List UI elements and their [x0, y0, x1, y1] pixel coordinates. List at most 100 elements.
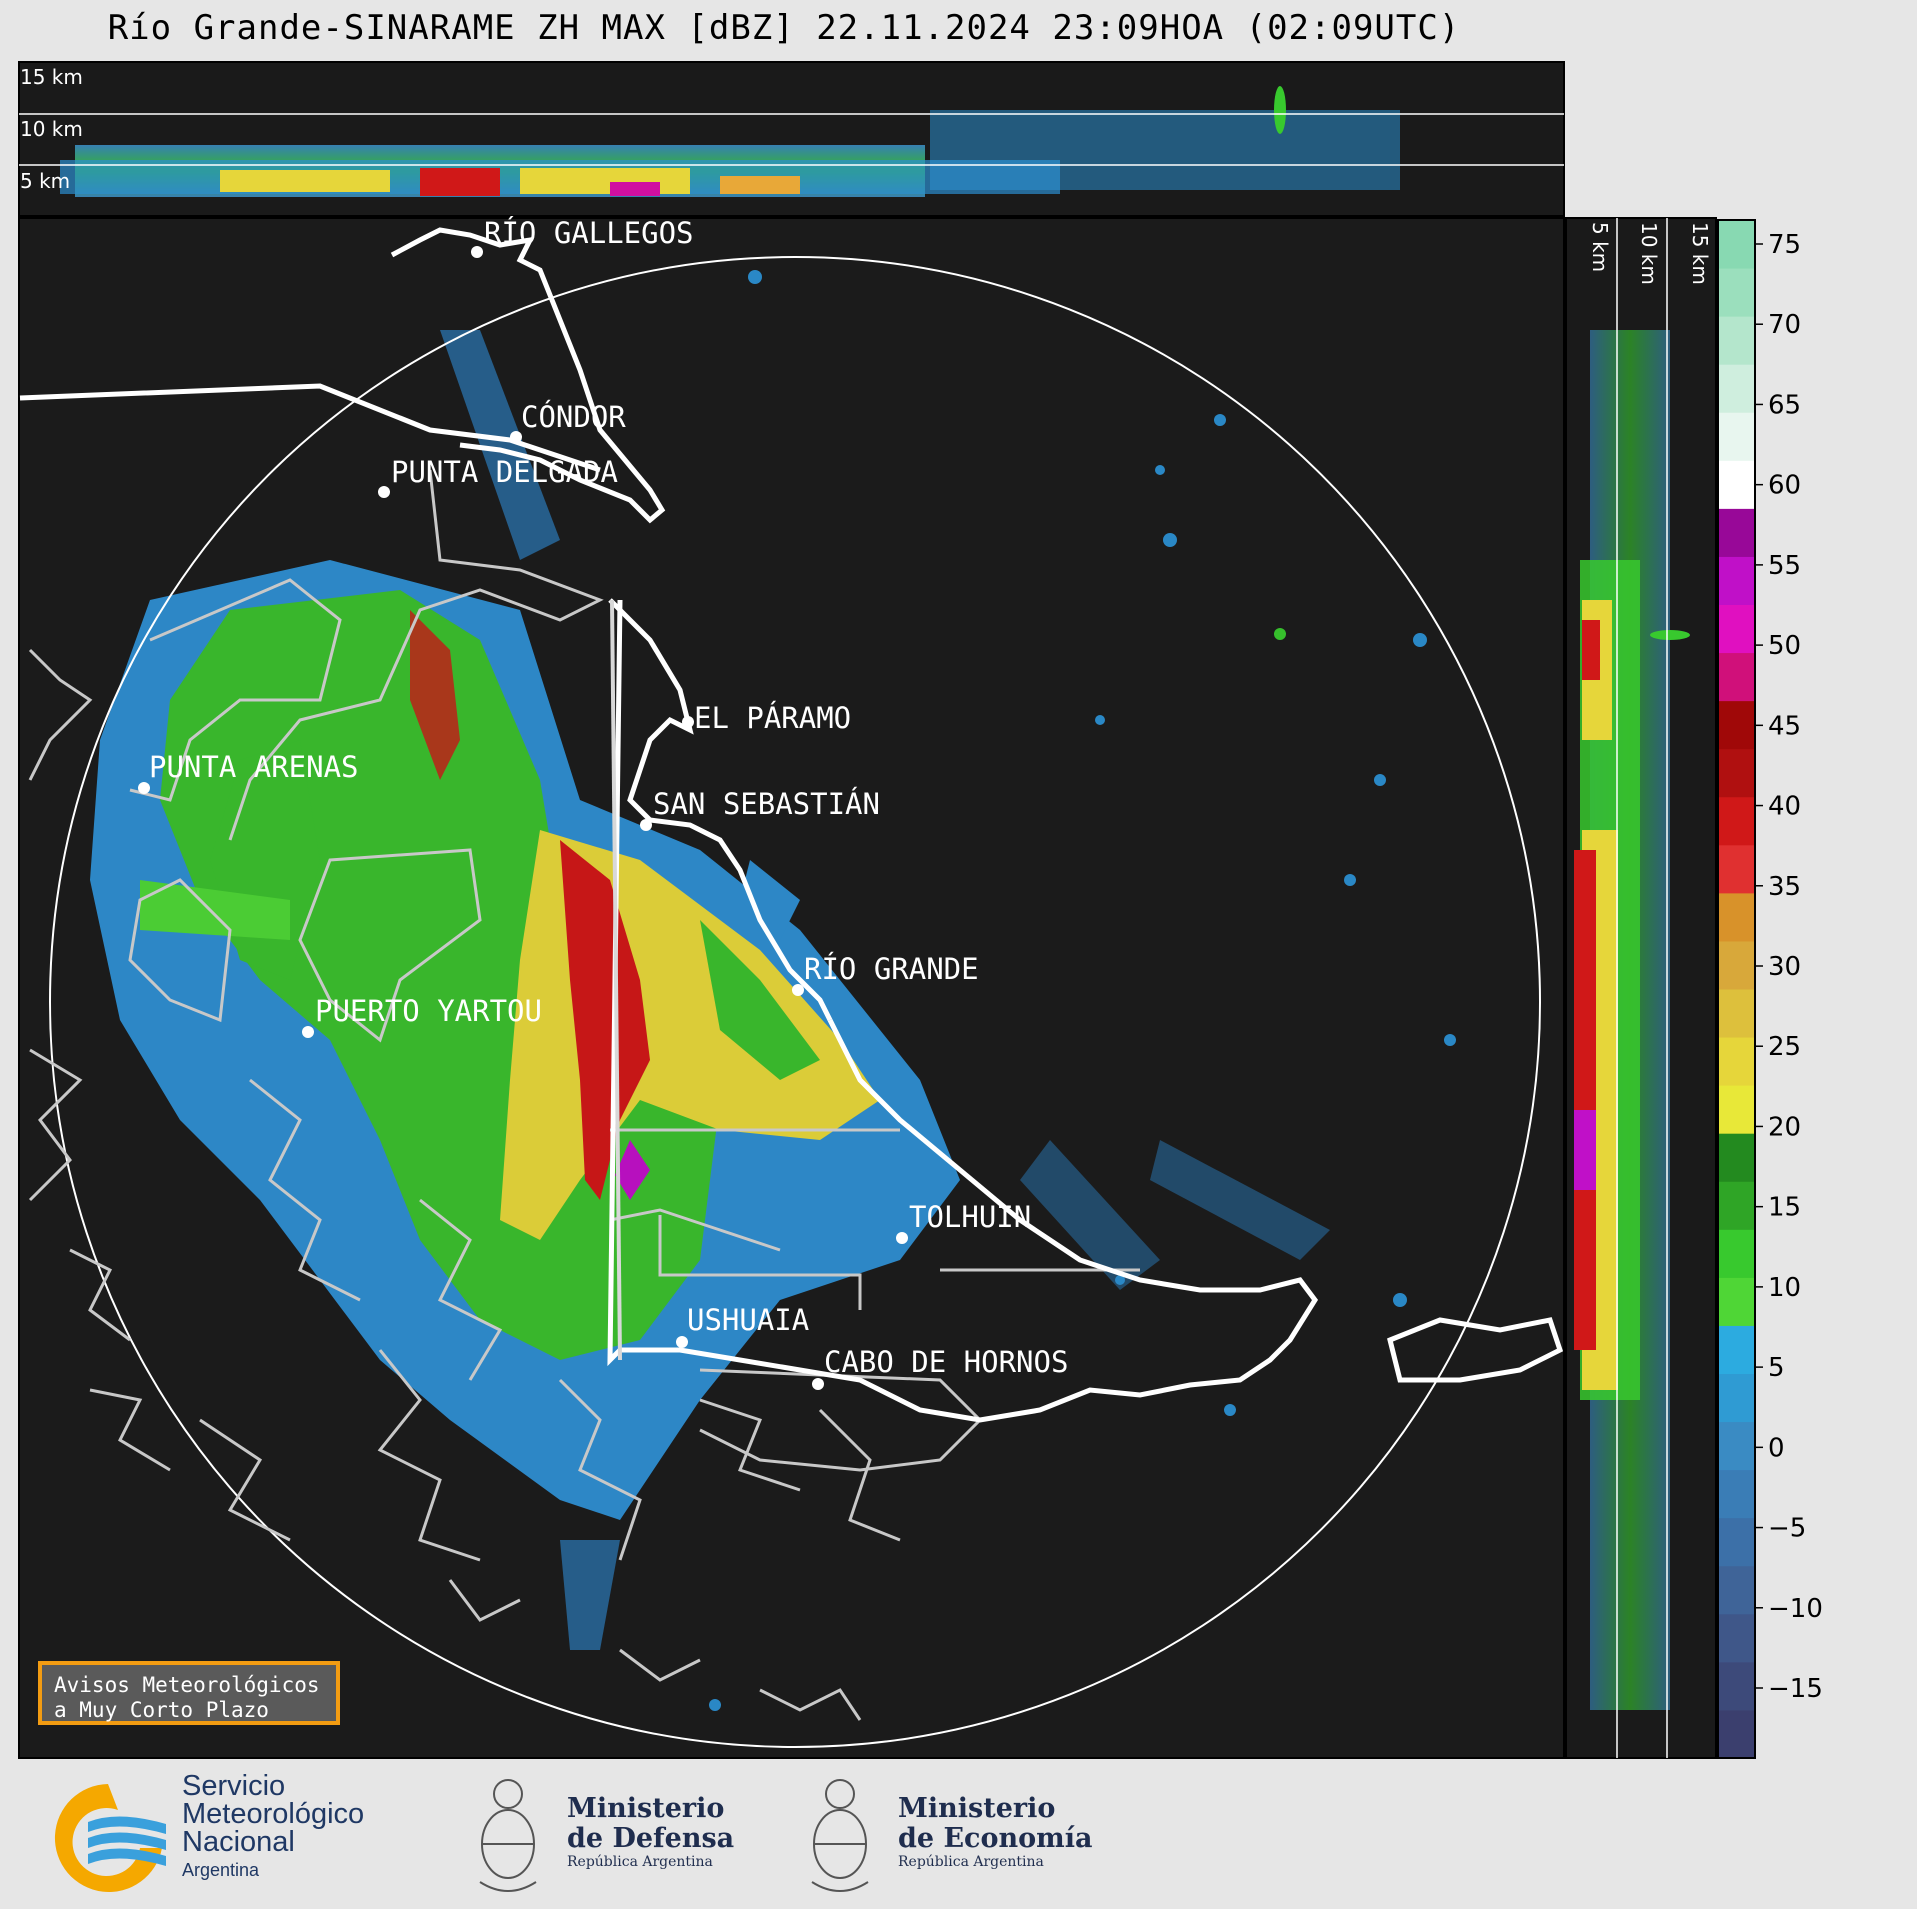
colorbar-tick-label: 50: [1768, 631, 1801, 661]
city-label: RÍO GALLEGOS: [484, 216, 694, 250]
colorbar-cell: [1718, 748, 1755, 798]
colorbar-tick-label: 65: [1768, 390, 1801, 420]
city-label: CÓNDOR: [521, 400, 626, 434]
city-label: CABO DE HORNOS: [824, 1345, 1068, 1379]
colorbar-cell: [1718, 508, 1755, 557]
city-label: USHUAIA: [687, 1303, 809, 1337]
main-map: RÍO GALLEGOS CÓNDOR PUNTA DELGADA PUNTA …: [18, 216, 1565, 1759]
colorbar-cell: [1718, 1085, 1755, 1134]
city-dot: [896, 1232, 908, 1244]
smn-logo-icon: [54, 1784, 166, 1892]
colorbar-tick-label: 25: [1768, 1032, 1801, 1062]
right-cross-section: 5 km 10 km 15 km: [1565, 217, 1717, 1759]
smn-logo-text: Servicio Meteorológico Nacional Argentin…: [182, 1772, 364, 1884]
city-labels: RÍO GALLEGOS CÓNDOR PUNTA DELGADA PUNTA …: [149, 216, 1068, 1379]
city-label: SAN SEBASTIÁN: [653, 787, 880, 821]
colorbar-cells: [1718, 220, 1755, 1759]
city-dot: [138, 782, 150, 794]
city-label: RÍO GRANDE: [804, 952, 979, 986]
colorbar-cell: [1718, 892, 1755, 942]
city-dot: [378, 486, 390, 498]
colorbar-cell: [1718, 316, 1755, 365]
colorbar-cell: [1718, 556, 1755, 605]
radar-figure: 15 km 10 km 5 km: [18, 61, 1823, 1759]
colorbar-cell: [1718, 989, 1755, 1038]
colorbar-cell: [1718, 1181, 1755, 1230]
city-markers: [138, 246, 908, 1390]
smn-line: Argentina: [182, 1860, 260, 1880]
city-label: PUNTA ARENAS: [149, 750, 359, 784]
city-dot: [792, 984, 804, 996]
coat-of-arms-icon: [811, 1779, 869, 1892]
colorbar-tick-label: 45: [1768, 711, 1801, 741]
warning-line: Avisos Meteorológicos: [54, 1673, 320, 1697]
warning-line: a Muy Corto Plazo: [54, 1698, 269, 1722]
colorbar-cell: [1718, 364, 1755, 413]
colorbar-cell: [1718, 1421, 1755, 1471]
colorbar-cell: [1718, 1709, 1755, 1759]
city-dot: [510, 431, 522, 443]
defensa-line: Ministerio: [567, 1793, 725, 1824]
colorbar-tick-label: −10: [1768, 1594, 1823, 1624]
smn-line: Meteorológico: [182, 1798, 365, 1830]
right-height-label: 5 km: [1588, 222, 1612, 272]
colorbar-tick-label: 40: [1768, 792, 1801, 822]
top-cross-section: 15 km 10 km 5 km: [18, 61, 1565, 217]
economia-line: de Economía: [898, 1823, 1093, 1854]
colorbar-cell: [1718, 796, 1755, 846]
city-dot: [640, 819, 652, 831]
colorbar-tick-label: 70: [1768, 310, 1801, 340]
economia-line: Ministerio: [898, 1793, 1056, 1824]
border-line: [610, 599, 622, 1361]
colorbar-tick-label: 15: [1768, 1193, 1801, 1223]
city-dot: [471, 246, 483, 258]
city-dot: [682, 716, 694, 728]
city-dot: [812, 1378, 824, 1390]
colorbar-cell: [1718, 700, 1755, 750]
colorbar-cell: [1718, 1325, 1755, 1374]
city-label: EL PÁRAMO: [694, 701, 851, 735]
colorbar-cell: [1718, 1565, 1755, 1615]
colorbar-cell: [1718, 460, 1755, 509]
colorbar-tick-label: 0: [1768, 1433, 1785, 1463]
colorbar-tick-label: 75: [1768, 230, 1801, 260]
colorbar-cell: [1718, 1133, 1755, 1182]
top-height-label: 10 km: [20, 117, 83, 141]
map-title: Río Grande-SINARAME ZH MAX [dBZ] 22.11.2…: [107, 8, 1461, 48]
city-label: PUERTO YARTOU: [315, 994, 542, 1028]
colorbar-cell: [1718, 1277, 1755, 1326]
colorbar-cell: [1718, 1037, 1755, 1086]
coat-of-arms-icon: [479, 1779, 537, 1892]
defensa-line: de Defensa: [567, 1823, 735, 1854]
colorbar-tick-label: 10: [1768, 1273, 1801, 1303]
range-ring: [49, 256, 1541, 1748]
smn-line: Servicio: [182, 1770, 286, 1802]
city-label: PUNTA DELGADA: [391, 455, 618, 489]
colorbar-cell: [1718, 1229, 1755, 1278]
colorbar-cell: [1718, 652, 1755, 702]
city-label: TOLHUIN: [909, 1200, 1031, 1234]
colorbar-tick-label: 35: [1768, 872, 1801, 902]
colorbar-tick-label: 5: [1768, 1353, 1785, 1383]
colorbar-tick-label: 55: [1768, 551, 1801, 581]
colorbar-cell: [1718, 220, 1755, 269]
colorbar-tick-label: 60: [1768, 471, 1801, 501]
warning-box: Avisos Meteorológicos a Muy Corto Plazo: [38, 1661, 340, 1725]
city-dot: [302, 1026, 314, 1038]
top-height-label: 15 km: [20, 65, 83, 89]
colorbar-cell: [1718, 1661, 1755, 1711]
right-height-label: 15 km: [1688, 222, 1712, 285]
footer-logos: Servicio Meteorológico Nacional Argentin…: [0, 1760, 1917, 1909]
colorbar-tick-label: 20: [1768, 1112, 1801, 1142]
colorbar-cell: [1718, 1469, 1755, 1519]
colorbar-cell: [1718, 844, 1755, 894]
right-height-label: 10 km: [1637, 222, 1661, 285]
colorbar-cell: [1718, 604, 1755, 654]
colorbar-cell: [1718, 940, 1755, 990]
colorbar-cell: [1718, 1373, 1755, 1423]
colorbar-cell: [1718, 412, 1755, 461]
colorbar-tick-label: −5: [1768, 1514, 1806, 1544]
colorbar-tick-label: 30: [1768, 952, 1801, 982]
